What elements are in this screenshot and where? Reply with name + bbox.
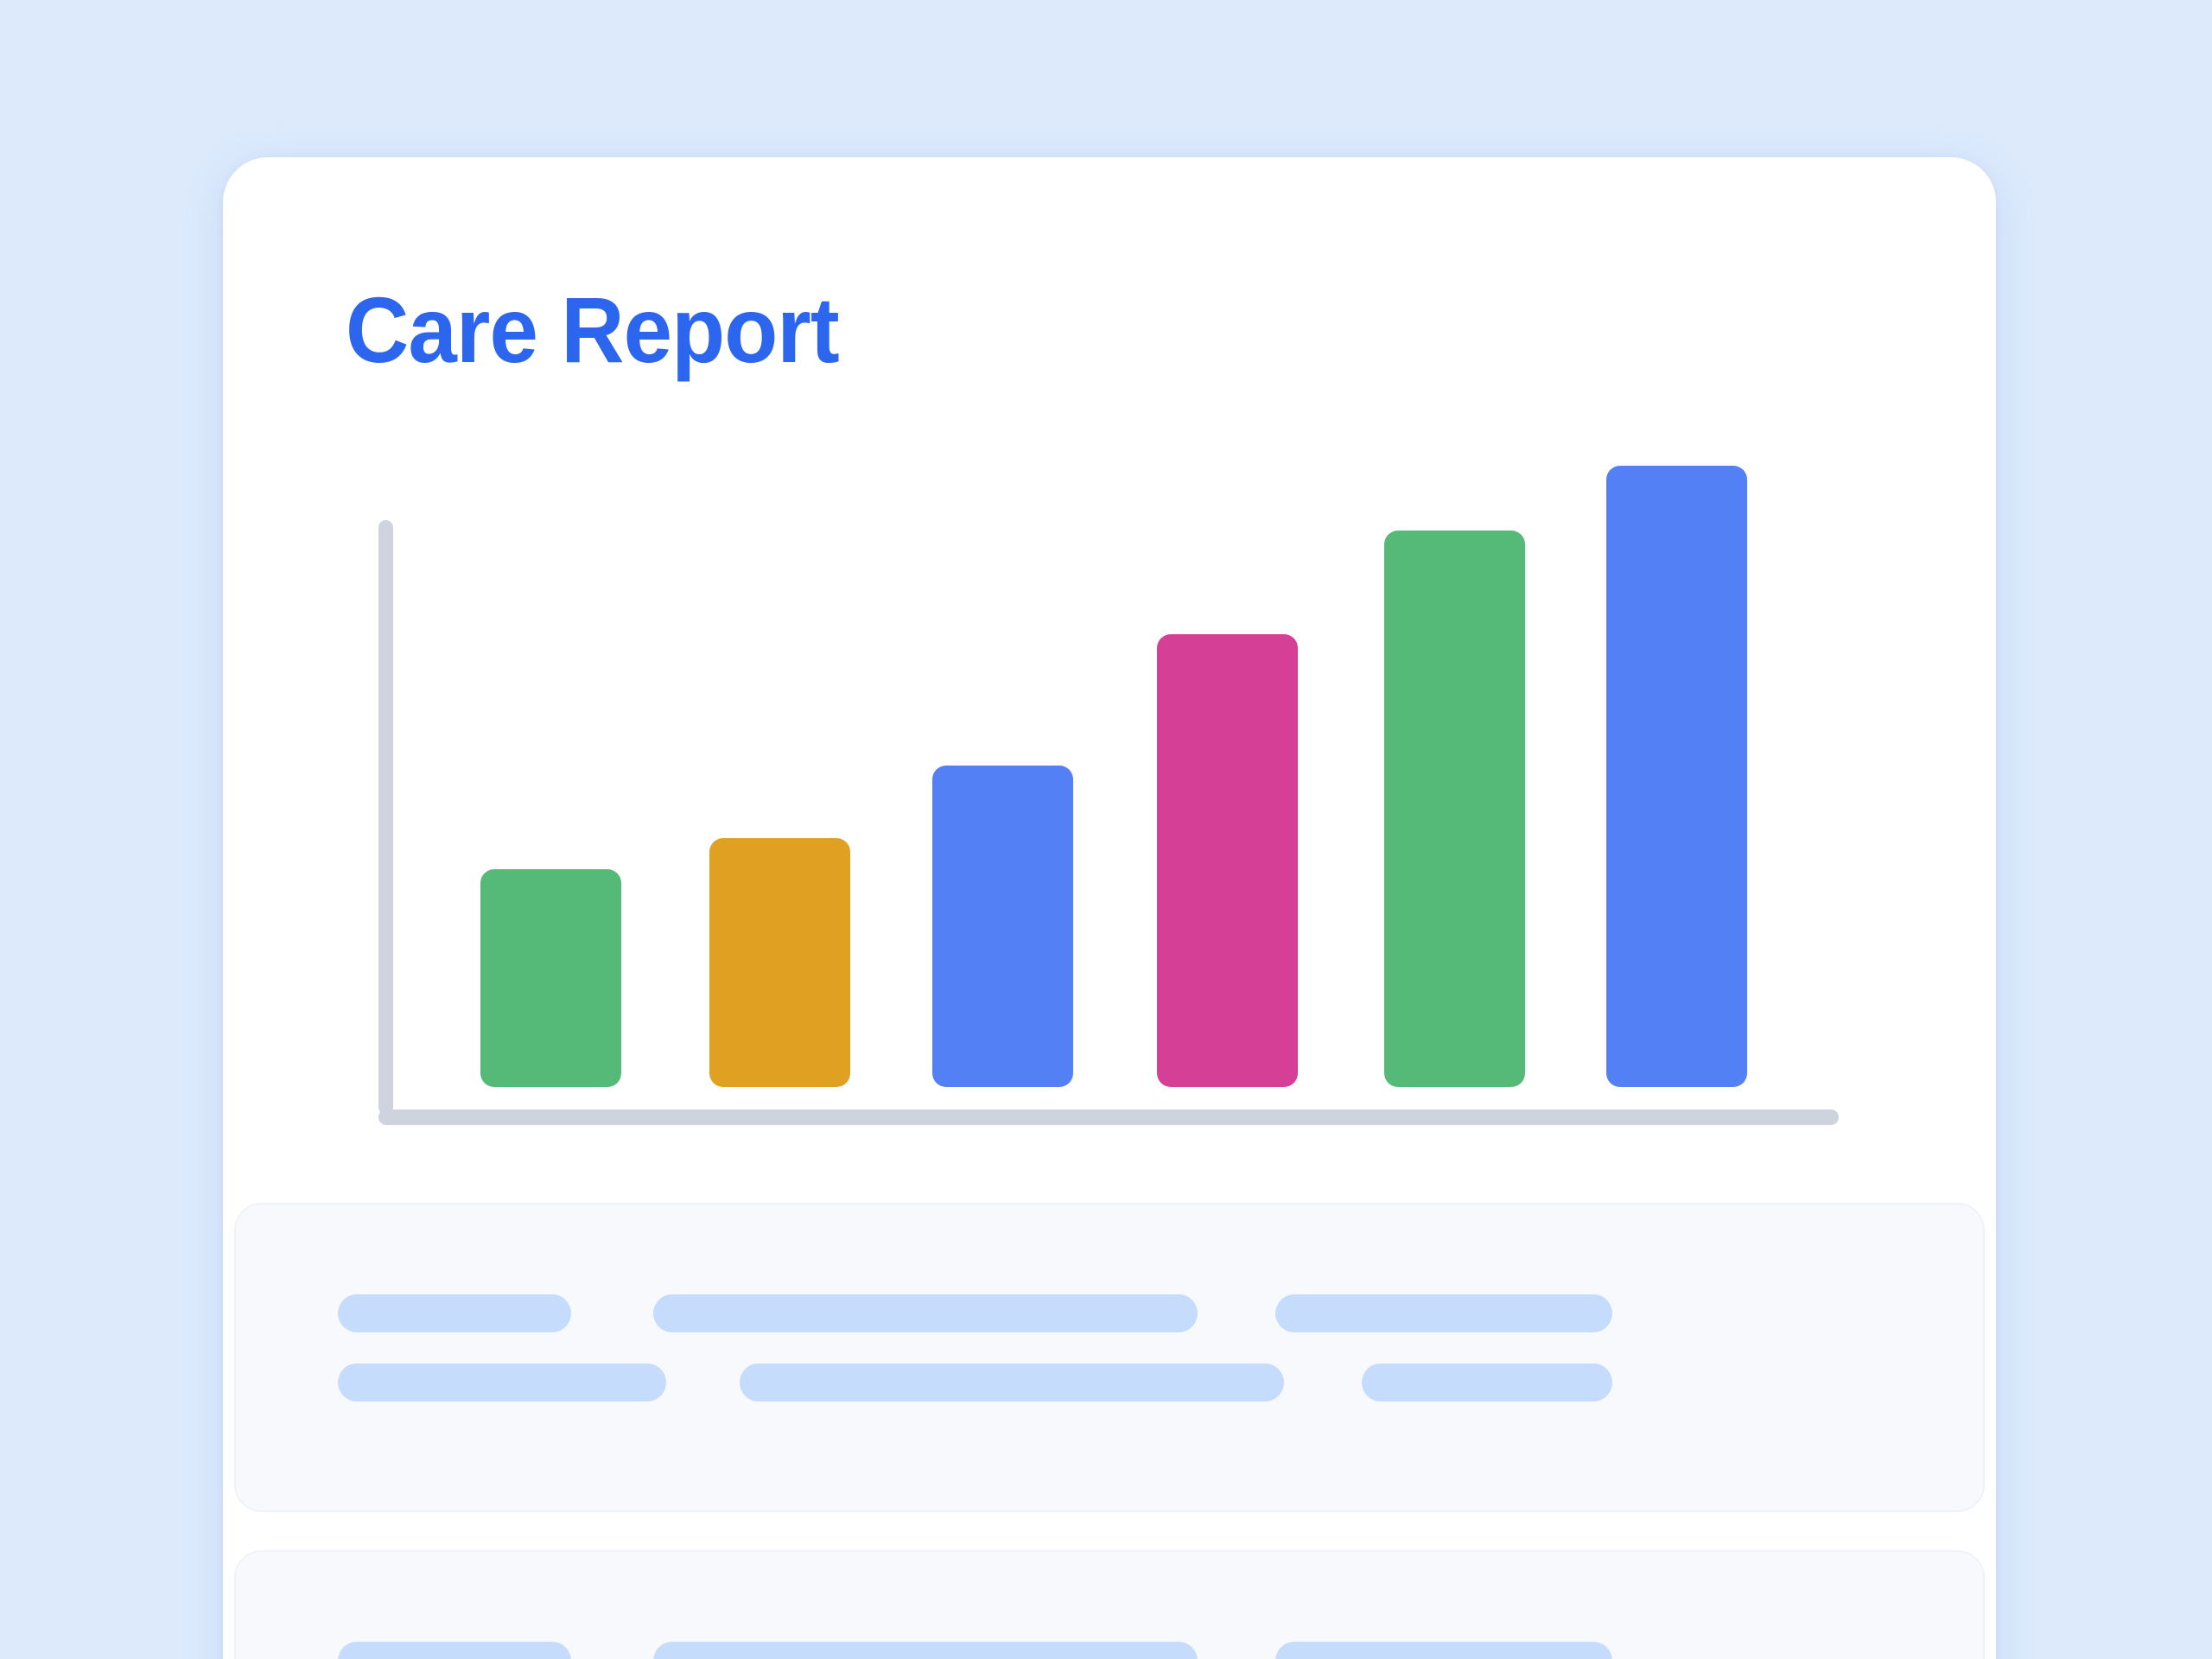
placeholder-pill <box>740 1363 1284 1402</box>
placeholder-row <box>236 1642 1983 1659</box>
placeholder-pill <box>338 1294 571 1332</box>
placeholder-pill <box>1275 1642 1612 1659</box>
chart-bar <box>1384 531 1525 1087</box>
report-card: Care Report <box>223 157 1996 1659</box>
chart-x-axis <box>378 1109 1839 1125</box>
placeholder-pill <box>1362 1363 1612 1402</box>
chart-bar <box>1606 466 1747 1087</box>
placeholder-row <box>236 1363 1983 1402</box>
placeholder-pill <box>1275 1294 1612 1332</box>
chart-bar <box>1157 634 1298 1087</box>
bar-chart <box>378 466 1847 1125</box>
placeholder-pill <box>653 1642 1198 1659</box>
chart-bar <box>932 766 1073 1087</box>
page-title: Care Report <box>346 277 840 382</box>
chart-y-axis <box>378 520 393 1115</box>
chart-bar <box>480 869 621 1087</box>
summary-block-1 <box>234 1203 1985 1512</box>
placeholder-pill <box>338 1642 571 1659</box>
summary-block-2 <box>234 1550 1985 1659</box>
chart-bar <box>709 838 850 1087</box>
placeholder-row <box>236 1294 1983 1332</box>
chart-bars <box>378 444 1839 1087</box>
placeholder-pill <box>338 1363 666 1402</box>
placeholder-pill <box>653 1294 1198 1332</box>
